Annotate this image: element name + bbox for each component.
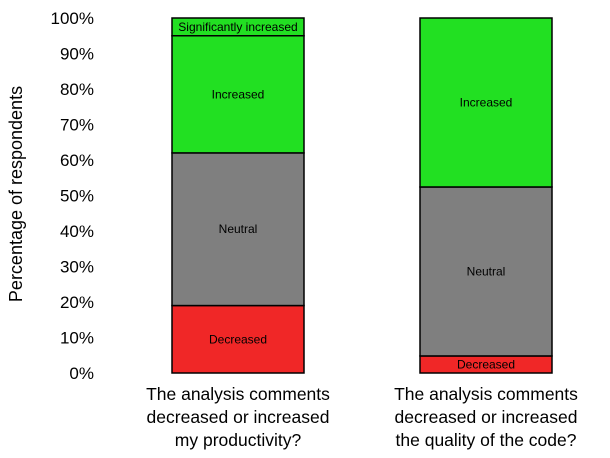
y-tick-label: 40% (60, 222, 94, 241)
y-tick-label: 80% (60, 80, 94, 99)
y-axis-ticks: 0% 10% 20% 30% 40% 50% 60% 70% 80% 90% 100% (51, 9, 94, 383)
segment-label: Neutral (219, 222, 258, 236)
y-tick-label: 60% (60, 151, 94, 170)
y-tick-label: 90% (60, 45, 94, 64)
segment-label: Neutral (467, 264, 506, 278)
y-tick-label: 10% (60, 329, 94, 348)
bar-segment-increased (419, 17, 553, 188)
bar-segment-decreased (171, 304, 305, 374)
category-labels: The analysis comments decreased or increa… (146, 384, 578, 450)
y-tick-label: 0% (69, 364, 94, 383)
category-label: The analysis comments decreased or increa… (394, 384, 578, 450)
y-tick-label: 30% (60, 258, 94, 277)
bar-segment-significantly-increased (171, 17, 305, 37)
y-tick-label: 70% (60, 116, 94, 135)
bar-segment-neutral (171, 152, 305, 307)
bars: Decreased Neutral Increased Significantly i… (171, 17, 553, 374)
y-tick-label: 100% (51, 9, 94, 28)
segment-label: Significantly increased (178, 20, 297, 34)
y-tick-label: 50% (60, 187, 94, 206)
category-label: The analysis comments decreased or increa… (146, 384, 330, 450)
segment-label: Increased (212, 87, 265, 101)
y-axis-label: Percentage of respondents (6, 86, 26, 302)
segment-label: Decreased (209, 332, 267, 346)
segment-label: Increased (460, 95, 513, 109)
segment-label: Decreased (457, 357, 515, 371)
y-tick-label: 20% (60, 293, 94, 312)
